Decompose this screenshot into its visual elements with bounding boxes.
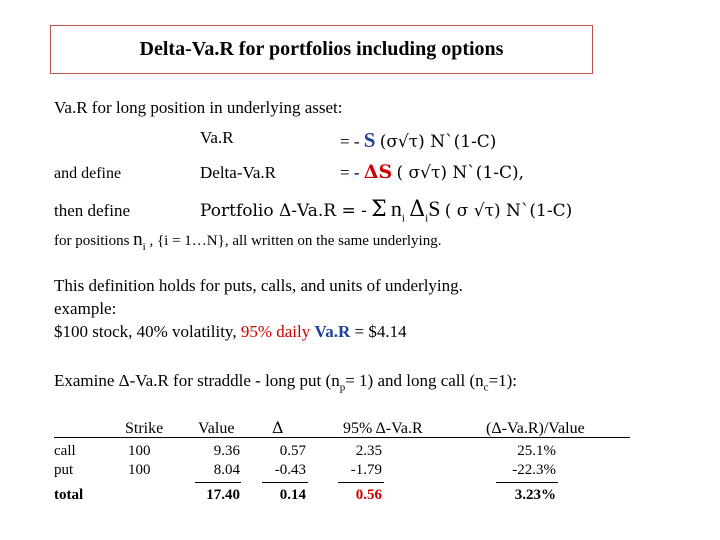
var-rhs-suffix: (σ√τ) N`(1-C) [379, 132, 497, 152]
positions-prefix: for positions [54, 233, 130, 249]
portfolio-n: ni [390, 196, 405, 225]
header-rule [54, 437, 630, 438]
row-total-var: 0.56 [355, 487, 382, 503]
definition-line-3: $100 stock, 40% volatility, 95% daily Va… [54, 322, 407, 342]
var-s: S [363, 128, 376, 152]
row-call-strike: 100 [128, 443, 151, 459]
then-define-label: then define [54, 201, 130, 220]
portfolio-suffix: ( σ √τ) N`(1-C) [444, 201, 573, 221]
positions-suffix: , {i = 1…N}, all written on the same und… [149, 233, 442, 249]
intro-text: Va.R for long position in underlying ass… [54, 98, 343, 117]
row-call-var: 2.35 [355, 443, 382, 459]
portfolio-formula: Portfolio Δ-Va.R = - Σ ni ΔiS ( σ √τ) N`… [200, 196, 572, 224]
row-put-ratio: -22.3% [512, 462, 556, 478]
header-value: Value [198, 420, 235, 437]
portfolio-delta: Δi [409, 197, 429, 225]
delta-total-rule [262, 482, 308, 483]
var-label: Va.R [200, 128, 234, 147]
sigma-symbol: Σ [371, 197, 387, 222]
row-call-value: 9.36 [213, 443, 240, 459]
row-put-var: -1.79 [350, 462, 382, 478]
delta-ds: ΔS [363, 161, 393, 183]
define-label: and define [54, 165, 122, 182]
row-put-delta: -0.43 [274, 462, 306, 478]
delta-var-formula: = - ΔS ( σ√τ) N`(1-C), [340, 161, 524, 183]
row-call-ratio: 25.1% [517, 443, 556, 459]
row-total-delta: 0.14 [279, 487, 306, 503]
header-var: 95% Δ-Va.R [343, 420, 423, 437]
delta-rhs-suffix: ( σ√τ) N`(1-C), [396, 163, 524, 183]
row-put-value: 8.04 [213, 462, 240, 478]
definition-line-1: This definition holds for puts, calls, a… [54, 276, 463, 295]
example-var: Va.R [314, 322, 351, 341]
var-formula: = - S (σ√τ) N`(1-C) [340, 128, 496, 153]
row-total-ratio: 3.23% [514, 487, 556, 503]
page-title: Delta-Va.R for portfolios including opti… [139, 38, 504, 60]
row-call-label: call [54, 443, 76, 459]
ratio-total-rule [496, 482, 558, 483]
portfolio-s: S [428, 196, 441, 221]
value-total-rule [195, 482, 241, 483]
row-put-label: put [54, 462, 74, 478]
var-total-rule [338, 482, 384, 483]
definition-line-2: example: [54, 299, 117, 318]
header-delta: Δ [272, 418, 284, 437]
row-total-value: 17.40 [206, 487, 240, 503]
delta-rhs-prefix: = - [340, 163, 360, 182]
example-daily: 95% daily [240, 322, 311, 341]
straddle-text: Examine Δ-Va.R for straddle - long put (… [54, 371, 518, 394]
row-call-delta: 0.57 [279, 443, 306, 459]
positions-n: ni [133, 229, 146, 253]
example-stock: $100 stock, 40% volatility, [54, 322, 237, 341]
row-put-strike: 100 [128, 462, 151, 478]
row-total-label: total [54, 487, 84, 503]
positions-line: for positions ni , {i = 1…N}, all writte… [54, 229, 441, 253]
title-box: Delta-Va.R for portfolios including opti… [50, 25, 593, 74]
example-value: = $4.14 [354, 322, 407, 341]
var-rhs-prefix: = - [340, 132, 360, 151]
portfolio-label: Portfolio Δ-Va.R = - [200, 201, 367, 221]
delta-var-label: Delta-Va.R [200, 163, 277, 182]
header-ratio: (Δ-Va.R)/Value [486, 420, 585, 437]
header-strike: Strike [125, 420, 164, 437]
